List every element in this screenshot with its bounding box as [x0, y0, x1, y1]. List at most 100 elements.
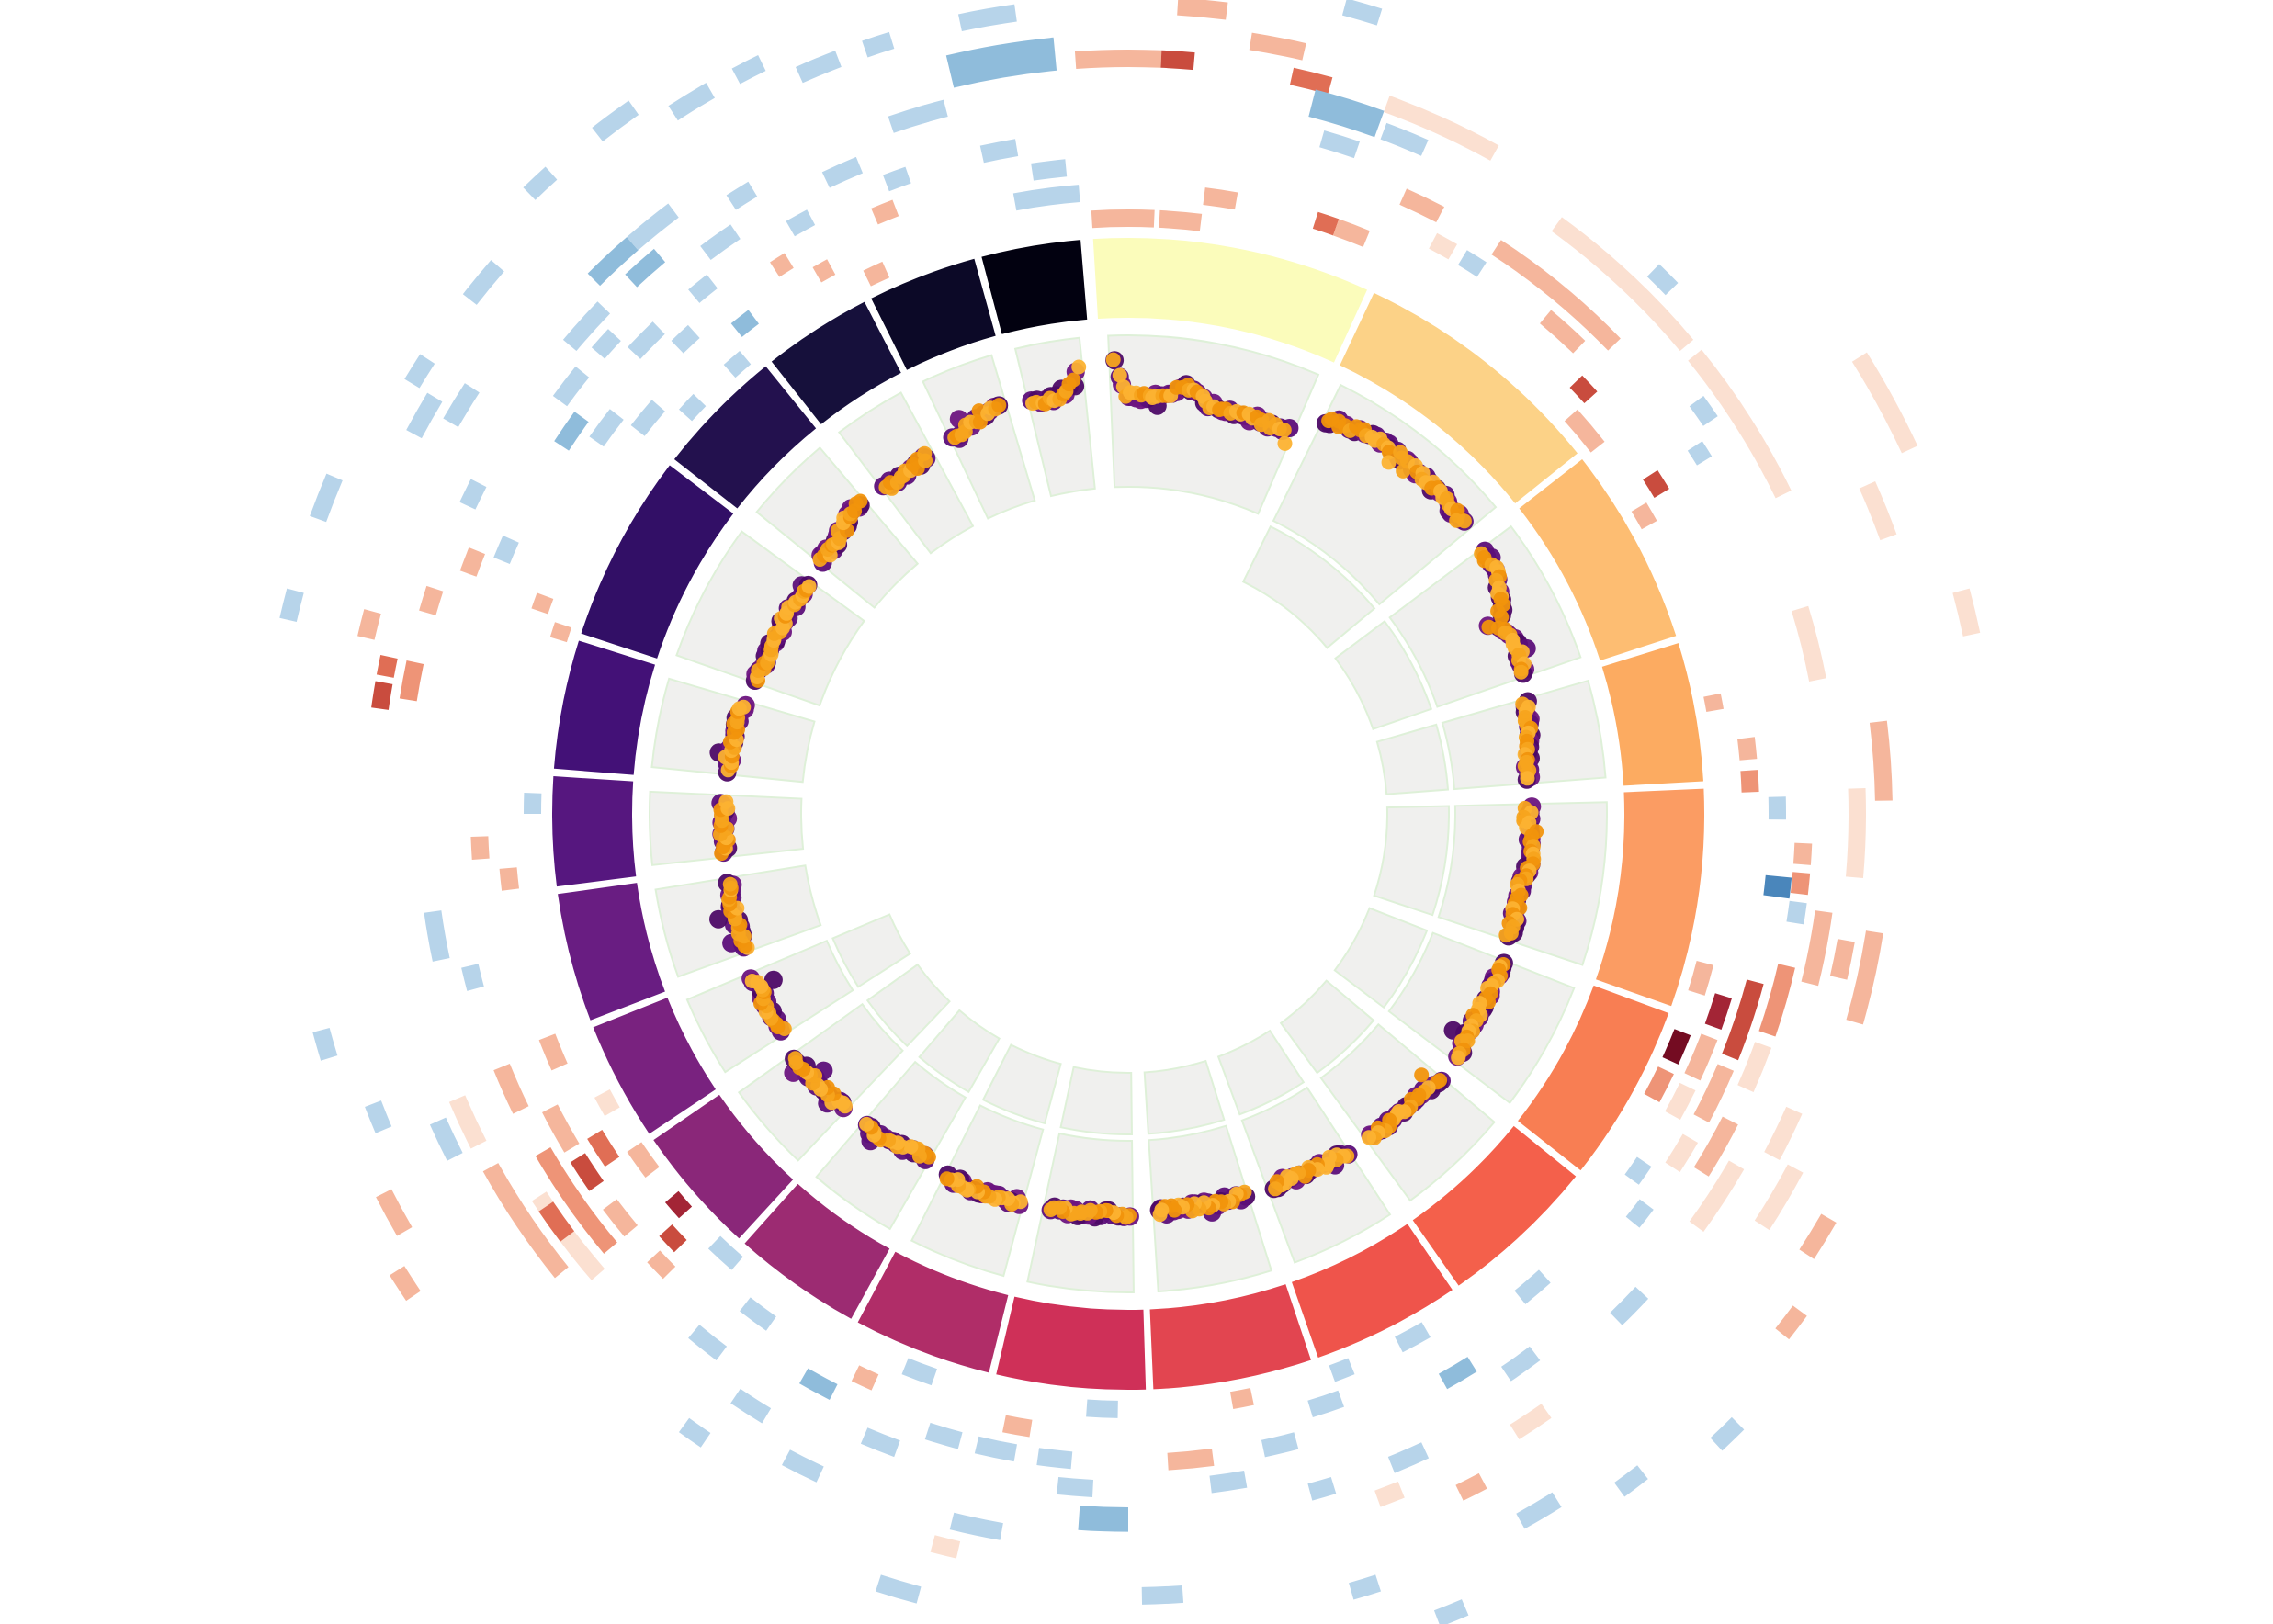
- heat-tile: [1249, 32, 1306, 61]
- inner-panel-14: [831, 913, 911, 988]
- heat-tile: [1012, 185, 1080, 211]
- heat-tile: [1758, 964, 1795, 1037]
- series-orange-point: [1277, 435, 1293, 451]
- heat-tile: [554, 412, 589, 451]
- heat-tile: [1160, 50, 1195, 71]
- series-orange-point: [1396, 463, 1411, 479]
- heat-tile: [723, 350, 752, 378]
- heat-tile: [627, 203, 679, 251]
- inner-panel-3: [1334, 620, 1433, 730]
- heat-tile: [930, 1535, 961, 1559]
- heat-tile: [875, 1574, 922, 1604]
- ideogram-segment-20: [771, 301, 901, 424]
- heat-tile: [1704, 993, 1732, 1030]
- heat-tile: [603, 1199, 639, 1237]
- heat-tile: [531, 592, 554, 615]
- heat-tile: [707, 1235, 743, 1270]
- heat-tile: [1307, 1477, 1337, 1501]
- series-orange-point: [736, 699, 752, 715]
- heat-tile: [524, 793, 542, 814]
- heat-tile: [1643, 469, 1669, 498]
- heat-tile: [461, 964, 484, 991]
- heat-tile: [1631, 502, 1657, 530]
- heat-tile: [376, 1189, 413, 1236]
- heat-tile: [1438, 1357, 1477, 1390]
- heat-tile: [979, 139, 1019, 164]
- series-orange-point: [1112, 367, 1127, 383]
- heat-tile: [1395, 1322, 1431, 1353]
- ideogram-segment-12: [744, 1183, 890, 1319]
- heat-tile: [1167, 1449, 1215, 1471]
- heat-tile: [1203, 187, 1238, 210]
- heat-tile: [1289, 67, 1333, 95]
- ideogram-segment-1: [1092, 237, 1368, 363]
- series-orange-point: [1362, 1130, 1376, 1145]
- heat-tile: [918, 99, 948, 124]
- heat-tile: [1031, 159, 1068, 181]
- scatter-track-panels: [649, 334, 1608, 1293]
- heat-tile: [1846, 787, 1866, 878]
- heat-tile: [1159, 209, 1203, 231]
- heat-tile: [462, 260, 504, 305]
- ideogram-segment-5: [1596, 788, 1704, 1007]
- heat-tile: [1540, 310, 1586, 354]
- ideogram-segment-16: [551, 775, 637, 887]
- heat-tile: [459, 547, 485, 577]
- heat-tile: [1610, 1286, 1649, 1325]
- heat-tile: [901, 1358, 937, 1386]
- heat-tile: [1457, 250, 1487, 277]
- heat-tile: [1625, 1199, 1654, 1228]
- heat-tile: [594, 1088, 620, 1116]
- ideogram-segment-14: [593, 998, 717, 1134]
- heat-tile: [1086, 1399, 1118, 1418]
- heat-tile: [1644, 1066, 1674, 1102]
- heat-tile: [888, 105, 930, 133]
- heat-tile: [726, 181, 758, 210]
- series-purple-point: [763, 970, 783, 989]
- heat-tile: [1684, 1033, 1718, 1081]
- heat-tile: [1764, 1106, 1803, 1160]
- heat-tile: [357, 609, 381, 640]
- heat-tile: [1665, 1082, 1696, 1121]
- heat-tile: [470, 836, 490, 860]
- heat-tile: [1429, 232, 1457, 260]
- heat-tile: [1775, 1305, 1807, 1340]
- heat-tile: [1510, 1404, 1552, 1439]
- heat-tile: [1036, 1448, 1073, 1470]
- series-orange-point: [1494, 609, 1510, 625]
- heat-tile: [678, 1417, 711, 1448]
- series-orange-point: [718, 794, 734, 809]
- heat-tile: [659, 1224, 687, 1253]
- heat-tile: [1688, 349, 1792, 499]
- heat-tile: [860, 1427, 900, 1458]
- series-orange-point: [1513, 664, 1529, 680]
- heat-tile: [627, 1142, 660, 1178]
- heat-tile: [1229, 1388, 1254, 1409]
- ideogram-segment-9: [1149, 1284, 1311, 1390]
- heat-tile: [1754, 1164, 1804, 1231]
- heat-tile: [796, 51, 842, 84]
- heat-tile: [1349, 1574, 1382, 1600]
- series-orange-point: [853, 493, 868, 509]
- heat-tile: [482, 1163, 569, 1279]
- heat-tile: [647, 1250, 676, 1280]
- heat-tile: [404, 354, 435, 389]
- inner-track-panels: [831, 524, 1450, 1135]
- heat-tile: [945, 37, 1057, 88]
- series-orange-point: [991, 398, 1007, 413]
- ideogram-segment-10: [996, 1296, 1147, 1391]
- heat-tile: [863, 261, 890, 287]
- heat-tile: [399, 660, 424, 702]
- heat-tile: [570, 1153, 605, 1191]
- heat-tile: [591, 329, 621, 359]
- heat-tile: [628, 321, 665, 359]
- series-orange-point: [787, 1051, 803, 1066]
- inner-panel-2: [1241, 524, 1376, 649]
- heat-tile: [782, 1449, 824, 1483]
- heat-tile: [1516, 1492, 1562, 1529]
- series-orange-point: [939, 1171, 955, 1187]
- heat-tile: [279, 588, 304, 623]
- heat-tile: [799, 1368, 838, 1400]
- ideogram-ring: [551, 237, 1704, 1391]
